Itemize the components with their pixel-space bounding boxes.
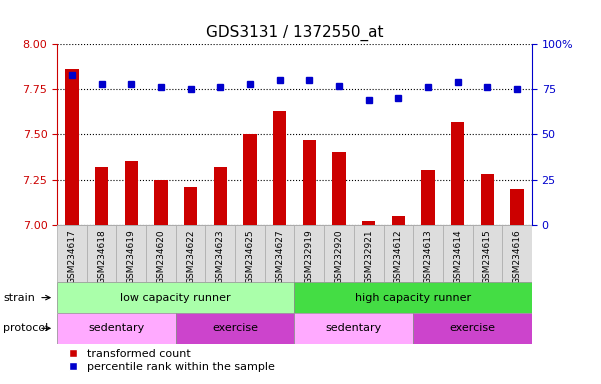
Bar xyxy=(383,225,413,282)
Bar xyxy=(57,225,87,282)
Bar xyxy=(451,122,465,225)
Bar xyxy=(354,225,383,282)
Title: GDS3131 / 1372550_at: GDS3131 / 1372550_at xyxy=(206,25,383,41)
Text: GSM234627: GSM234627 xyxy=(275,229,284,284)
Bar xyxy=(481,174,494,225)
Bar xyxy=(324,225,354,282)
Bar xyxy=(294,282,532,313)
Bar xyxy=(273,111,286,225)
Text: GSM234622: GSM234622 xyxy=(186,229,195,284)
Bar xyxy=(57,282,294,313)
Bar xyxy=(413,225,443,282)
Text: low capacity runner: low capacity runner xyxy=(120,293,231,303)
Bar xyxy=(392,216,405,225)
Bar xyxy=(95,167,108,225)
Bar xyxy=(413,313,532,344)
Bar xyxy=(472,225,502,282)
Bar xyxy=(235,225,265,282)
Bar xyxy=(332,152,346,225)
Text: GSM234619: GSM234619 xyxy=(127,229,136,284)
Bar xyxy=(57,313,175,344)
Text: strain: strain xyxy=(3,293,35,303)
Bar xyxy=(154,180,168,225)
Text: GSM234616: GSM234616 xyxy=(513,229,522,284)
Text: exercise: exercise xyxy=(212,323,258,333)
Bar xyxy=(184,187,197,225)
Bar xyxy=(303,140,316,225)
Text: GSM234613: GSM234613 xyxy=(424,229,433,284)
Text: protocol: protocol xyxy=(3,323,48,333)
Text: GSM234623: GSM234623 xyxy=(216,229,225,284)
Text: GSM234618: GSM234618 xyxy=(97,229,106,284)
Bar xyxy=(213,167,227,225)
Bar xyxy=(265,225,294,282)
Bar xyxy=(87,225,117,282)
Text: exercise: exercise xyxy=(450,323,496,333)
Legend: transformed count, percentile rank within the sample: transformed count, percentile rank withi… xyxy=(63,344,279,377)
Bar xyxy=(443,225,472,282)
Bar xyxy=(175,225,206,282)
Text: sedentary: sedentary xyxy=(88,323,145,333)
Text: GSM232921: GSM232921 xyxy=(364,229,373,284)
Bar xyxy=(146,225,175,282)
Bar xyxy=(175,313,294,344)
Bar xyxy=(117,225,146,282)
Bar xyxy=(294,313,413,344)
Text: GSM234615: GSM234615 xyxy=(483,229,492,284)
Text: GSM234617: GSM234617 xyxy=(67,229,76,284)
Text: GSM234614: GSM234614 xyxy=(453,229,462,284)
Bar xyxy=(502,225,532,282)
Bar xyxy=(243,134,257,225)
Text: GSM232919: GSM232919 xyxy=(305,229,314,284)
Text: high capacity runner: high capacity runner xyxy=(355,293,471,303)
Text: GSM232920: GSM232920 xyxy=(335,229,344,284)
Bar xyxy=(66,70,79,225)
Bar xyxy=(510,189,523,225)
Bar xyxy=(206,225,235,282)
Bar xyxy=(421,170,435,225)
Bar xyxy=(124,162,138,225)
Text: sedentary: sedentary xyxy=(326,323,382,333)
Text: GSM234620: GSM234620 xyxy=(156,229,165,284)
Text: GSM234612: GSM234612 xyxy=(394,229,403,284)
Text: GSM234625: GSM234625 xyxy=(245,229,254,284)
Bar xyxy=(294,225,324,282)
Bar xyxy=(362,221,376,225)
